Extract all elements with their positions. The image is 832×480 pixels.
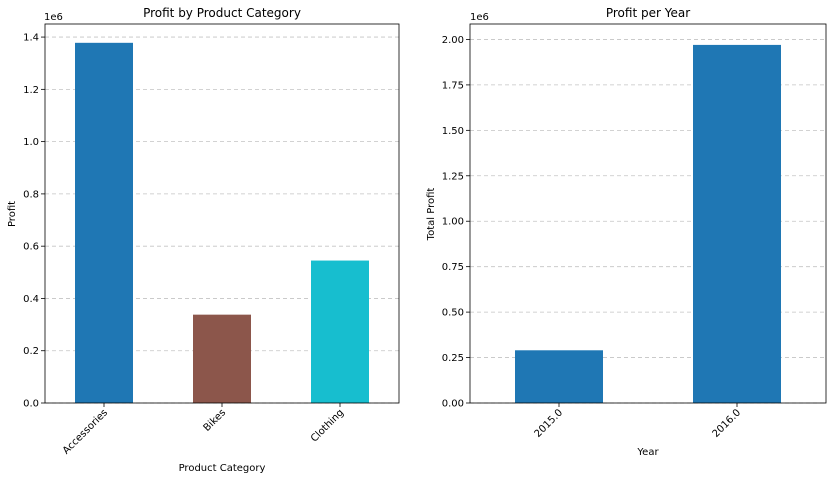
chart-profit-by-category: Profit by Product Category 1e6 Profit Pr… (7, 6, 400, 474)
y-tick-label: 1.2 (23, 85, 39, 96)
plot-frame (469, 23, 827, 404)
y-tick-label: 1.75 (442, 80, 464, 91)
y-axis-label: Profit (7, 201, 18, 227)
y-offset-label: 1e6 (470, 12, 489, 23)
y-axis-label: Total Profit (426, 188, 437, 242)
y-tick-label: 0.00 (442, 399, 464, 410)
x-tick-label: Clothing (309, 407, 346, 444)
x-axis-label: Year (636, 447, 659, 458)
y-tick-label: 1.00 (442, 217, 464, 228)
chart-title: Profit per Year (606, 6, 690, 20)
y-tick-label: 1.0 (23, 137, 39, 148)
bar-accessories (75, 42, 133, 404)
y-tick-label: 1.25 (442, 171, 464, 182)
y-tick-label: 2.00 (442, 35, 464, 46)
y-tick-label: 1.50 (442, 126, 464, 137)
plot-frame (44, 23, 400, 404)
y-tick-label: 0.0 (23, 399, 39, 410)
y-tick-label: 0.2 (23, 346, 39, 357)
x-tick-label: Bikes (202, 407, 228, 433)
bar-2015-0 (515, 350, 603, 403)
chart-profit-per-year: Profit per Year 1e6 Total Profit Year 0.… (426, 6, 827, 458)
y-tick-label: 1.4 (23, 33, 39, 44)
y-tick-label: 0.25 (442, 353, 464, 364)
bar-clothing (311, 260, 369, 403)
y-tick-label: 0.6 (23, 242, 39, 253)
y-tick-label: 0.8 (23, 189, 39, 200)
y-tick-label: 0.75 (442, 262, 464, 273)
chart-title: Profit by Product Category (143, 6, 301, 20)
x-tick-label: 2015.0 (533, 407, 566, 440)
y-tick-label: 0.4 (23, 294, 39, 305)
x-tick-label: Accessories (61, 407, 110, 456)
x-tick-label: 2016.0 (711, 407, 744, 440)
y-tick-label: 0.50 (442, 308, 464, 319)
bar-2016-0 (693, 44, 781, 403)
x-axis-label: Product Category (179, 463, 266, 474)
bar-bikes (193, 314, 251, 403)
y-offset-label: 1e6 (44, 12, 63, 23)
